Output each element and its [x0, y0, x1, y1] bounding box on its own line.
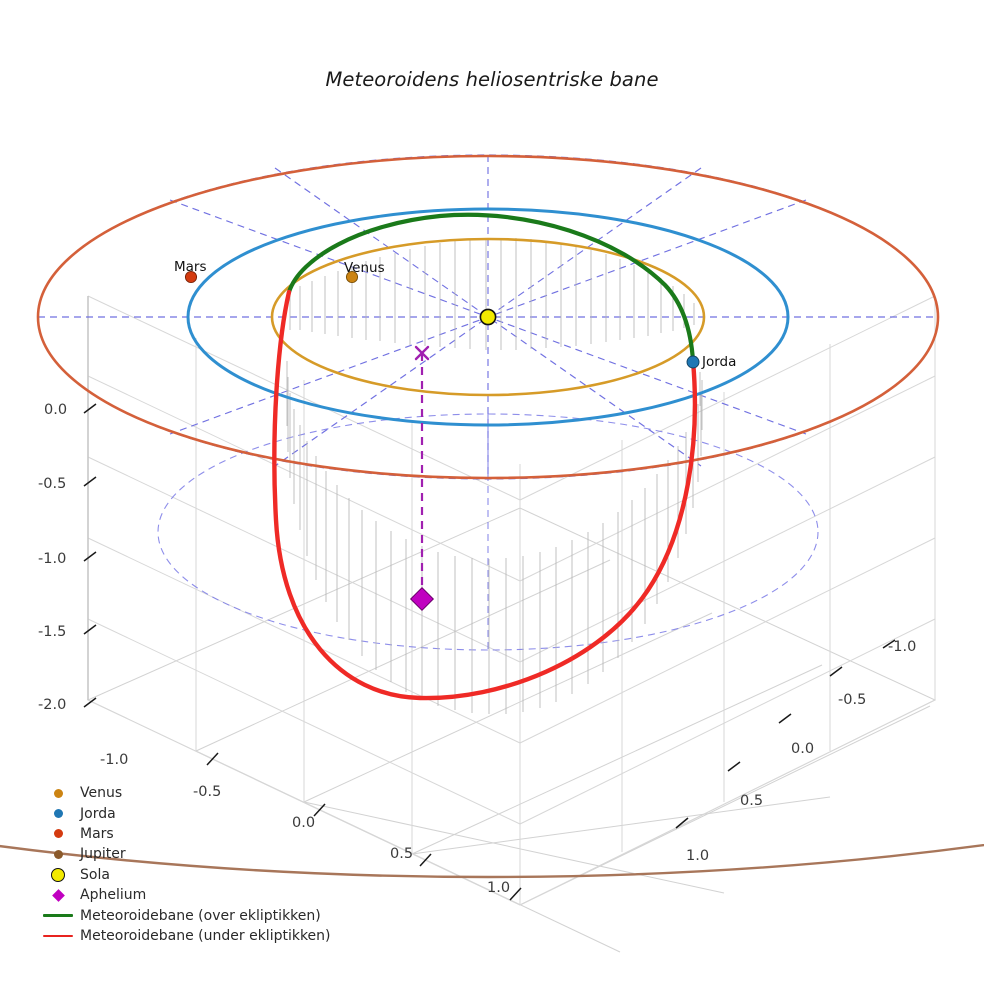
axis-tick-marks	[83, 403, 896, 901]
annotation-mars: Mars	[174, 259, 207, 275]
mars-marker-icon	[36, 829, 80, 839]
x-tick-1: -0.5	[193, 784, 222, 800]
legend-label-jupiter: Jupiter	[80, 846, 126, 863]
page-title: Meteoroidens heliosentriske bane	[325, 68, 659, 91]
projection-stem-lines	[286, 238, 703, 714]
x-tick-0: -1.0	[100, 752, 129, 768]
z-tick-1: -0.5	[38, 476, 67, 492]
legend-label-meteoroid-below: Meteoroidebane (under ekliptikken)	[80, 927, 331, 944]
x-tick-4: 1.0	[487, 880, 511, 896]
jupiter-marker-icon	[36, 849, 80, 859]
x-tick-3: 0.5	[390, 846, 414, 862]
legend-label-aphelium: Aphelium	[80, 887, 147, 904]
mars-marker	[184, 270, 198, 284]
venus-marker	[345, 270, 359, 284]
earth-orbit	[186, 207, 790, 427]
z-tick-3: -1.5	[38, 624, 67, 640]
legend-item-aphelium: Aphelium	[36, 885, 331, 905]
venus-marker-icon	[36, 788, 80, 798]
meteoroid-orbit-above-ecliptic	[286, 212, 696, 364]
red-line-key-icon	[36, 934, 80, 938]
annotation-venus: Venus	[344, 260, 385, 276]
sola-marker-icon	[36, 867, 80, 882]
sun-marker	[479, 308, 497, 326]
legend-label-mars: Mars	[80, 825, 114, 842]
meteoroid-orbit-below-ecliptic	[272, 289, 698, 701]
legend-label-venus: Venus	[80, 785, 123, 802]
jupiter-orbit	[0, 843, 984, 879]
aphelium-marker-icon	[36, 888, 80, 902]
venus-orbit	[270, 237, 706, 397]
y-tick-3: -0.5	[838, 692, 867, 708]
legend-item-jupiter: Jupiter	[36, 844, 331, 864]
legend-item-sola: Sola	[36, 865, 331, 885]
legend-item-meteoroid-below: Meteoroidebane (under ekliptikken)	[36, 926, 331, 946]
legend-label-meteoroid-above: Meteoroidebane (over ekliptikken)	[80, 907, 321, 924]
lower-dashed-plane	[157, 413, 819, 651]
aphelion-marker	[409, 586, 435, 612]
z-tick-4: -2.0	[38, 697, 67, 713]
y-tick-4: -1.0	[888, 639, 917, 655]
x-tick-2: 0.0	[292, 815, 316, 831]
chart-legend: Venus Jorda Mars Jupiter Sola	[36, 783, 331, 946]
jorda-marker-icon	[36, 809, 80, 819]
legend-item-jorda: Jorda	[36, 803, 331, 823]
annotation-jorda: Jorda	[702, 354, 737, 370]
right-pane-grid	[519, 295, 936, 906]
earth-marker	[686, 355, 700, 369]
legend-item-meteoroid-above: Meteoroidebane (over ekliptikken)	[36, 905, 331, 925]
green-line-key-icon	[36, 914, 80, 917]
legend-item-venus: Venus	[36, 783, 331, 803]
z-tick-2: -1.0	[38, 551, 67, 567]
y-tick-0: 1.0	[686, 848, 710, 864]
legend-label-sola: Sola	[80, 866, 110, 883]
legend-label-jorda: Jorda	[80, 805, 116, 822]
y-tick-2: 0.0	[791, 741, 815, 757]
y-tick-1: 0.5	[740, 793, 764, 809]
aphelion-projection-x-icon	[414, 345, 430, 361]
mars-orbit	[36, 154, 940, 480]
legend-item-mars: Mars	[36, 824, 331, 844]
z-tick-0: 0.0	[44, 402, 68, 418]
